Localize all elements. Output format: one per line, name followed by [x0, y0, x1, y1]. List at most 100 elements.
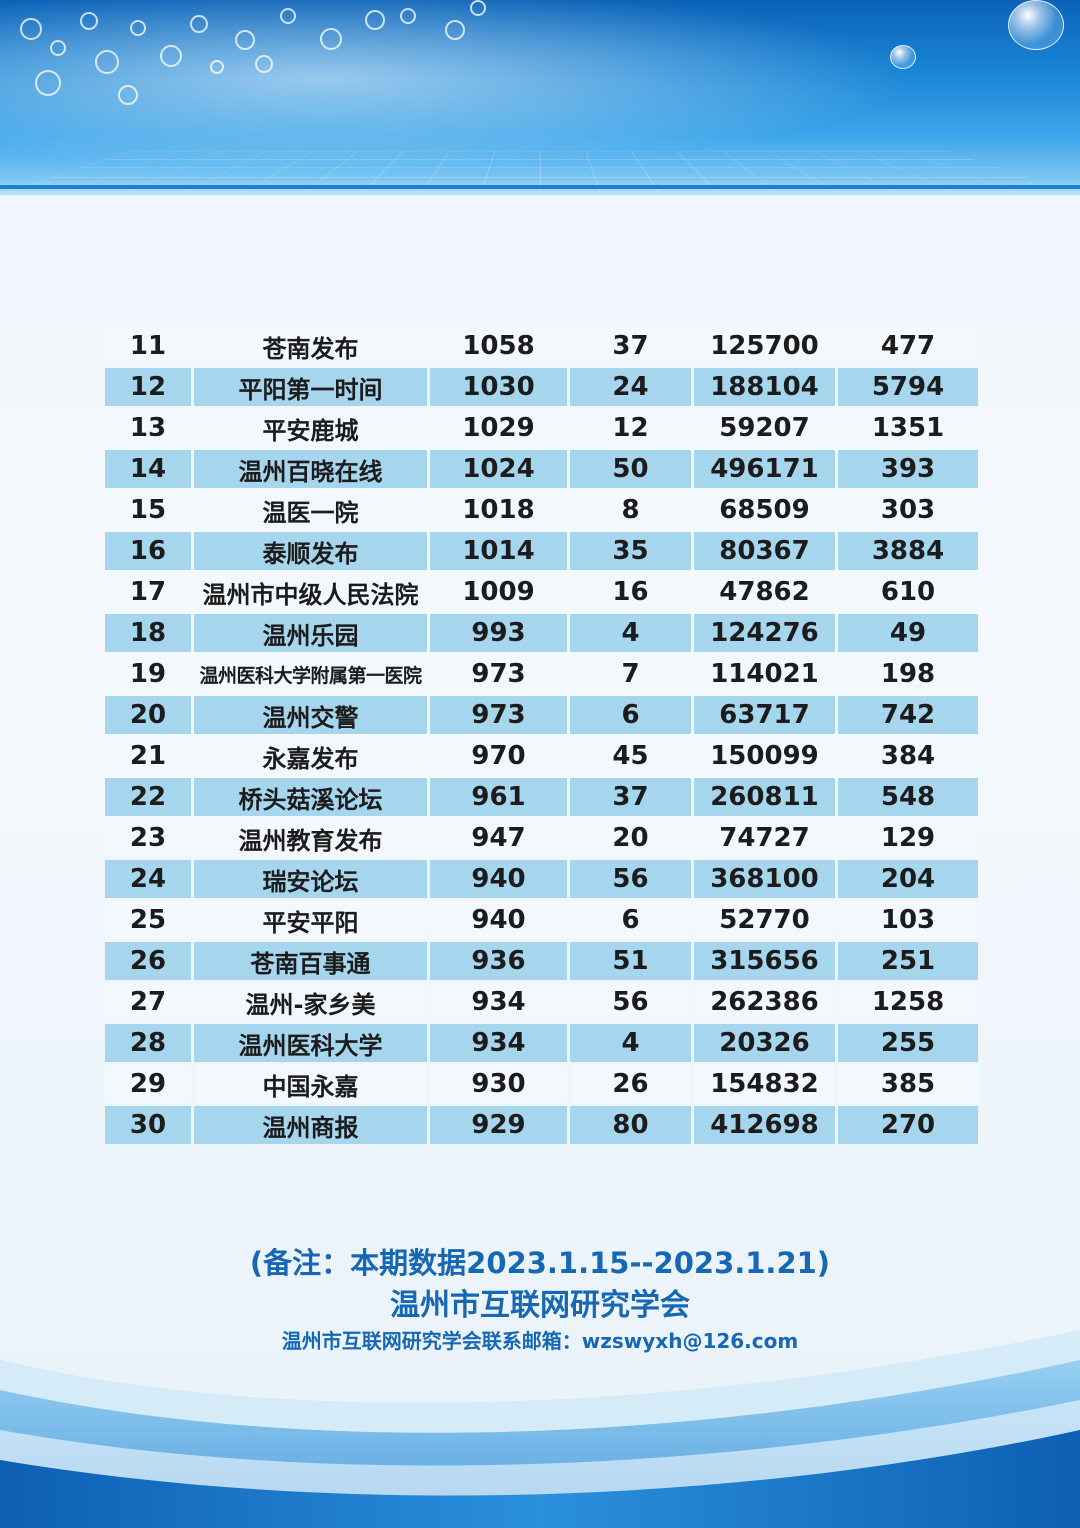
articles-cell: 16 — [570, 573, 691, 611]
table-row: 16 泰顺发布 1014 35 80367 3884 — [105, 532, 978, 570]
index-cell: 936 — [430, 942, 567, 980]
articles-cell: 56 — [570, 860, 691, 898]
table-row: 13 平安鹿城 1029 12 59207 1351 — [105, 409, 978, 447]
table-row: 15 温医一院 1018 8 68509 303 — [105, 491, 978, 529]
account-name-cell: 温州医科大学 — [194, 1024, 427, 1062]
index-cell: 930 — [430, 1065, 567, 1103]
articles-cell: 37 — [570, 327, 691, 365]
rank-cell: 18 — [105, 614, 191, 652]
bubble-decoration — [365, 10, 385, 30]
table-row: 29 中国永嘉 930 26 154832 385 — [105, 1065, 978, 1103]
ranking-table: 11 苍南发布 1058 37 125700 477 12 平阳第一时间 1030 24 18810… — [102, 324, 978, 1147]
account-name-cell: 温州交警 — [194, 696, 427, 734]
articles-cell: 4 — [570, 614, 691, 652]
articles-cell: 37 — [570, 778, 691, 816]
index-cell: 1030 — [430, 368, 567, 406]
bubble-decoration — [20, 18, 42, 40]
likes-cell: 129 — [838, 819, 978, 857]
reads-cell: 114021 — [694, 655, 835, 693]
likes-cell: 3884 — [838, 532, 978, 570]
rank-cell: 27 — [105, 983, 191, 1021]
rank-cell: 19 — [105, 655, 191, 693]
index-cell: 1029 — [430, 409, 567, 447]
rank-cell: 12 — [105, 368, 191, 406]
organization-name: 温州市互联网研究学会 — [390, 1288, 690, 1323]
likes-cell: 385 — [838, 1065, 978, 1103]
articles-cell: 8 — [570, 491, 691, 529]
bubble-decoration — [400, 8, 416, 24]
account-name-cell: 中国永嘉 — [194, 1065, 427, 1103]
bubble-decoration — [210, 60, 224, 74]
table-row: 12 平阳第一时间 1030 24 188104 5794 — [105, 368, 978, 406]
water-drop-decoration — [890, 45, 916, 69]
reads-cell: 150099 — [694, 737, 835, 775]
bubble-decoration — [445, 20, 465, 40]
account-name-cell: 永嘉发布 — [194, 737, 427, 775]
account-name-cell: 平安鹿城 — [194, 409, 427, 447]
articles-cell: 56 — [570, 983, 691, 1021]
rank-cell: 23 — [105, 819, 191, 857]
ranking-table-grid: 11 苍南发布 1058 37 125700 477 12 平阳第一时间 1030 24 18810… — [102, 324, 981, 1147]
footer-wave-decoration — [0, 1330, 1080, 1528]
index-cell: 929 — [430, 1106, 567, 1144]
articles-cell: 4 — [570, 1024, 691, 1062]
index-cell: 1024 — [430, 450, 567, 488]
index-cell: 1058 — [430, 327, 567, 365]
bubble-decoration — [160, 45, 182, 67]
account-name-cell: 温州百晓在线 — [194, 450, 427, 488]
table-row: 23 温州教育发布 947 20 74727 129 — [105, 819, 978, 857]
articles-cell: 24 — [570, 368, 691, 406]
bubble-decoration — [35, 70, 61, 96]
likes-cell: 610 — [838, 573, 978, 611]
articles-cell: 20 — [570, 819, 691, 857]
reads-cell: 124276 — [694, 614, 835, 652]
table-row: 30 温州商报 929 80 412698 270 — [105, 1106, 978, 1144]
reads-cell: 262386 — [694, 983, 835, 1021]
account-name-cell: 瑞安论坛 — [194, 860, 427, 898]
rank-cell: 21 — [105, 737, 191, 775]
articles-cell: 51 — [570, 942, 691, 980]
reads-cell: 315656 — [694, 942, 835, 980]
bubble-decoration — [255, 55, 273, 73]
likes-cell: 204 — [838, 860, 978, 898]
index-cell: 947 — [430, 819, 567, 857]
table-row: 20 温州交警 973 6 63717 742 — [105, 696, 978, 734]
table-row: 14 温州百晓在线 1024 50 496171 393 — [105, 450, 978, 488]
likes-cell: 5794 — [838, 368, 978, 406]
header-divider — [0, 185, 1080, 189]
index-cell: 940 — [430, 901, 567, 939]
account-name-cell: 温州医科大学附属第一医院 — [194, 655, 427, 693]
reads-cell: 74727 — [694, 819, 835, 857]
articles-cell: 7 — [570, 655, 691, 693]
account-name-cell: 桥头菇溪论坛 — [194, 778, 427, 816]
ranking-table-body: 11 苍南发布 1058 37 125700 477 12 平阳第一时间 1030 24 18810… — [105, 327, 978, 1144]
articles-cell: 50 — [570, 450, 691, 488]
index-cell: 1018 — [430, 491, 567, 529]
reads-cell: 20326 — [694, 1024, 835, 1062]
reads-cell: 496171 — [694, 450, 835, 488]
bubble-decoration — [80, 12, 98, 30]
table-row: 11 苍南发布 1058 37 125700 477 — [105, 327, 978, 365]
rank-cell: 15 — [105, 491, 191, 529]
account-name-cell: 平阳第一时间 — [194, 368, 427, 406]
likes-cell: 1258 — [838, 983, 978, 1021]
index-cell: 1014 — [430, 532, 567, 570]
index-cell: 973 — [430, 696, 567, 734]
contact-email: 温州市互联网研究学会联系邮箱：wzswyxh@126.com — [281, 1329, 799, 1353]
account-name-cell: 苍南发布 — [194, 327, 427, 365]
reads-cell: 47862 — [694, 573, 835, 611]
likes-cell: 1351 — [838, 409, 978, 447]
reads-cell: 52770 — [694, 901, 835, 939]
rank-cell: 22 — [105, 778, 191, 816]
account-name-cell: 温州教育发布 — [194, 819, 427, 857]
account-name-cell: 温州-家乡美 — [194, 983, 427, 1021]
account-name-cell: 温州乐园 — [194, 614, 427, 652]
rank-cell: 30 — [105, 1106, 191, 1144]
likes-cell: 251 — [838, 942, 978, 980]
rank-cell: 16 — [105, 532, 191, 570]
index-cell: 993 — [430, 614, 567, 652]
reads-cell: 63717 — [694, 696, 835, 734]
water-drop-decoration — [1008, 0, 1064, 50]
bubble-decoration — [235, 30, 255, 50]
account-name-cell: 温医一院 — [194, 491, 427, 529]
